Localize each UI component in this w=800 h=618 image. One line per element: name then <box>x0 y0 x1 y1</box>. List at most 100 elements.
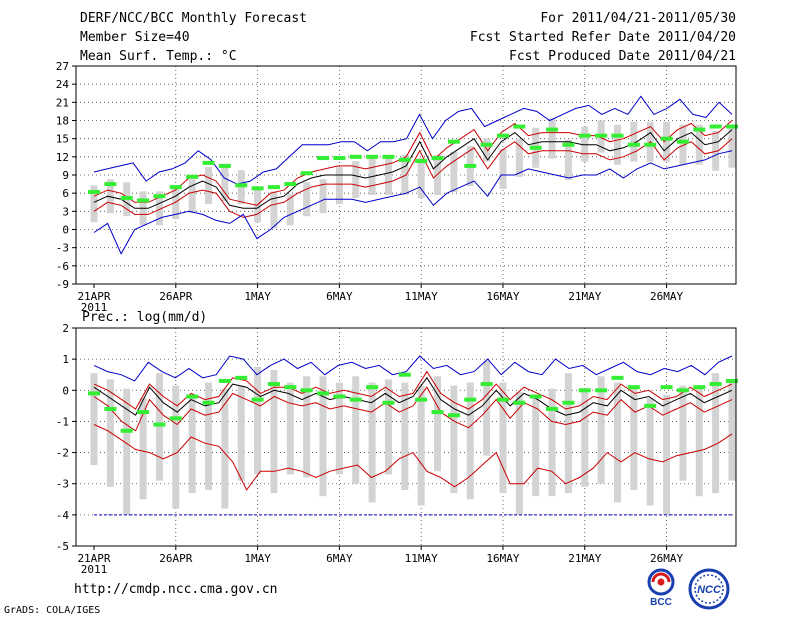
member-range-box <box>286 382 294 475</box>
observation-marker <box>382 400 395 405</box>
plot-frame <box>75 65 737 285</box>
member-range-box <box>106 379 114 487</box>
observation-marker <box>595 388 608 393</box>
member-range-box <box>319 179 327 214</box>
y-tick-label: 27 <box>56 60 69 73</box>
observation-marker <box>431 410 444 415</box>
member-range-box <box>499 382 507 494</box>
observation-marker <box>317 391 330 396</box>
member-range-box <box>384 155 392 195</box>
series-upper-spread <box>93 370 733 410</box>
member-range-box <box>270 370 278 494</box>
member-range-box <box>728 382 736 481</box>
y-tick-label: 3 <box>62 205 69 218</box>
y-tick-label: 18 <box>56 115 69 128</box>
member-range-box <box>335 382 343 475</box>
observation-marker <box>578 388 591 393</box>
y-tick-label: -1 <box>56 415 69 428</box>
x-tick-label: 6MAY <box>326 290 353 303</box>
observation-marker <box>235 375 248 380</box>
source-url[interactable]: http://cmdp.ncc.cma.gov.cn <box>74 582 278 597</box>
observation-marker <box>611 375 624 380</box>
forecast-period: For 2011/04/21-2011/05/30 <box>540 11 736 26</box>
panel-0: -9 -6 -3 0 3 6 9 12 15 18 21 24 27 21APR 26APR 1MAY 6MAY… <box>56 60 738 314</box>
member-range-box <box>712 130 720 171</box>
observation-marker <box>627 142 640 147</box>
observation-marker <box>120 196 133 201</box>
member-range-box <box>172 385 180 509</box>
member-range-box <box>515 138 523 177</box>
observation-marker <box>644 142 657 147</box>
observation-marker <box>267 382 280 387</box>
member-range-box <box>188 179 196 214</box>
member-range-box <box>450 385 458 494</box>
x-tick-label: 26APR <box>159 290 192 303</box>
member-range-box <box>548 118 556 159</box>
y-tick-label: -6 <box>56 260 69 273</box>
series-ensemble-mean <box>93 376 733 416</box>
member-range-box <box>613 124 621 165</box>
member-range-box <box>319 376 327 497</box>
member-range-box <box>434 155 442 195</box>
observation-marker <box>693 385 706 390</box>
member-range-box <box>679 124 687 165</box>
member-range-box <box>515 391 523 515</box>
x-tick-label: 26APR <box>159 552 192 565</box>
member-range-box <box>695 124 703 165</box>
member-range-box <box>663 121 671 162</box>
series-upper-spread <box>93 120 733 206</box>
member-range-box <box>90 373 98 466</box>
observation-marker <box>562 142 575 147</box>
member-range-box <box>286 194 294 226</box>
series-ensemble-mean <box>93 129 733 209</box>
observation-marker <box>562 400 575 405</box>
member-range-box <box>368 382 376 503</box>
observation-marker <box>415 159 428 164</box>
observation-marker <box>235 183 248 188</box>
forecast-produced-date: Fcst Produced Date 2011/04/21 <box>509 49 736 64</box>
y-tick-label: 6 <box>62 187 69 200</box>
series-envelope-max <box>93 355 733 382</box>
series-envelope-min <box>93 150 733 255</box>
y-tick-label: -4 <box>56 509 70 522</box>
x-tick-label: 21MAY <box>568 290 601 303</box>
observation-marker <box>660 136 673 141</box>
member-range-box <box>303 182 311 217</box>
observation-marker <box>284 182 297 187</box>
observation-marker <box>366 385 379 390</box>
member-size: Member Size=40 <box>80 30 190 45</box>
y-tick-label: -5 <box>56 540 69 553</box>
observation-marker <box>546 127 559 132</box>
observation-marker <box>595 133 608 138</box>
member-range-box <box>155 191 163 226</box>
member-range-box <box>679 385 687 481</box>
observation-marker <box>513 124 526 129</box>
series-envelope-max <box>93 95 733 185</box>
series-inner-min <box>93 424 733 491</box>
observation-marker <box>398 157 411 162</box>
observation-marker <box>398 372 411 377</box>
x-tick-label: 1MAY <box>244 552 271 565</box>
member-range-box <box>139 398 147 500</box>
x-tick-label: 21APR <box>77 552 110 565</box>
observation-marker <box>366 154 379 159</box>
member-range-box <box>237 385 245 481</box>
observation-marker <box>104 406 117 411</box>
observation-marker <box>709 124 722 129</box>
observation-marker <box>529 394 542 399</box>
member-range-box <box>630 388 638 490</box>
member-range-box <box>728 127 736 168</box>
observation-marker <box>202 160 215 165</box>
member-range-box <box>548 388 556 497</box>
member-range-box <box>434 376 442 472</box>
observation-marker <box>611 133 624 138</box>
grads-credit: GrADS: COLA/IGES <box>4 605 101 616</box>
observation-marker <box>137 410 150 415</box>
observation-marker <box>480 382 493 387</box>
ncc-logo-text: NCC <box>697 584 722 596</box>
observation-marker <box>382 154 395 159</box>
y-tick-label: 12 <box>56 151 69 164</box>
member-range-box <box>352 376 360 484</box>
member-range-box <box>663 394 671 515</box>
observation-marker <box>153 422 166 427</box>
